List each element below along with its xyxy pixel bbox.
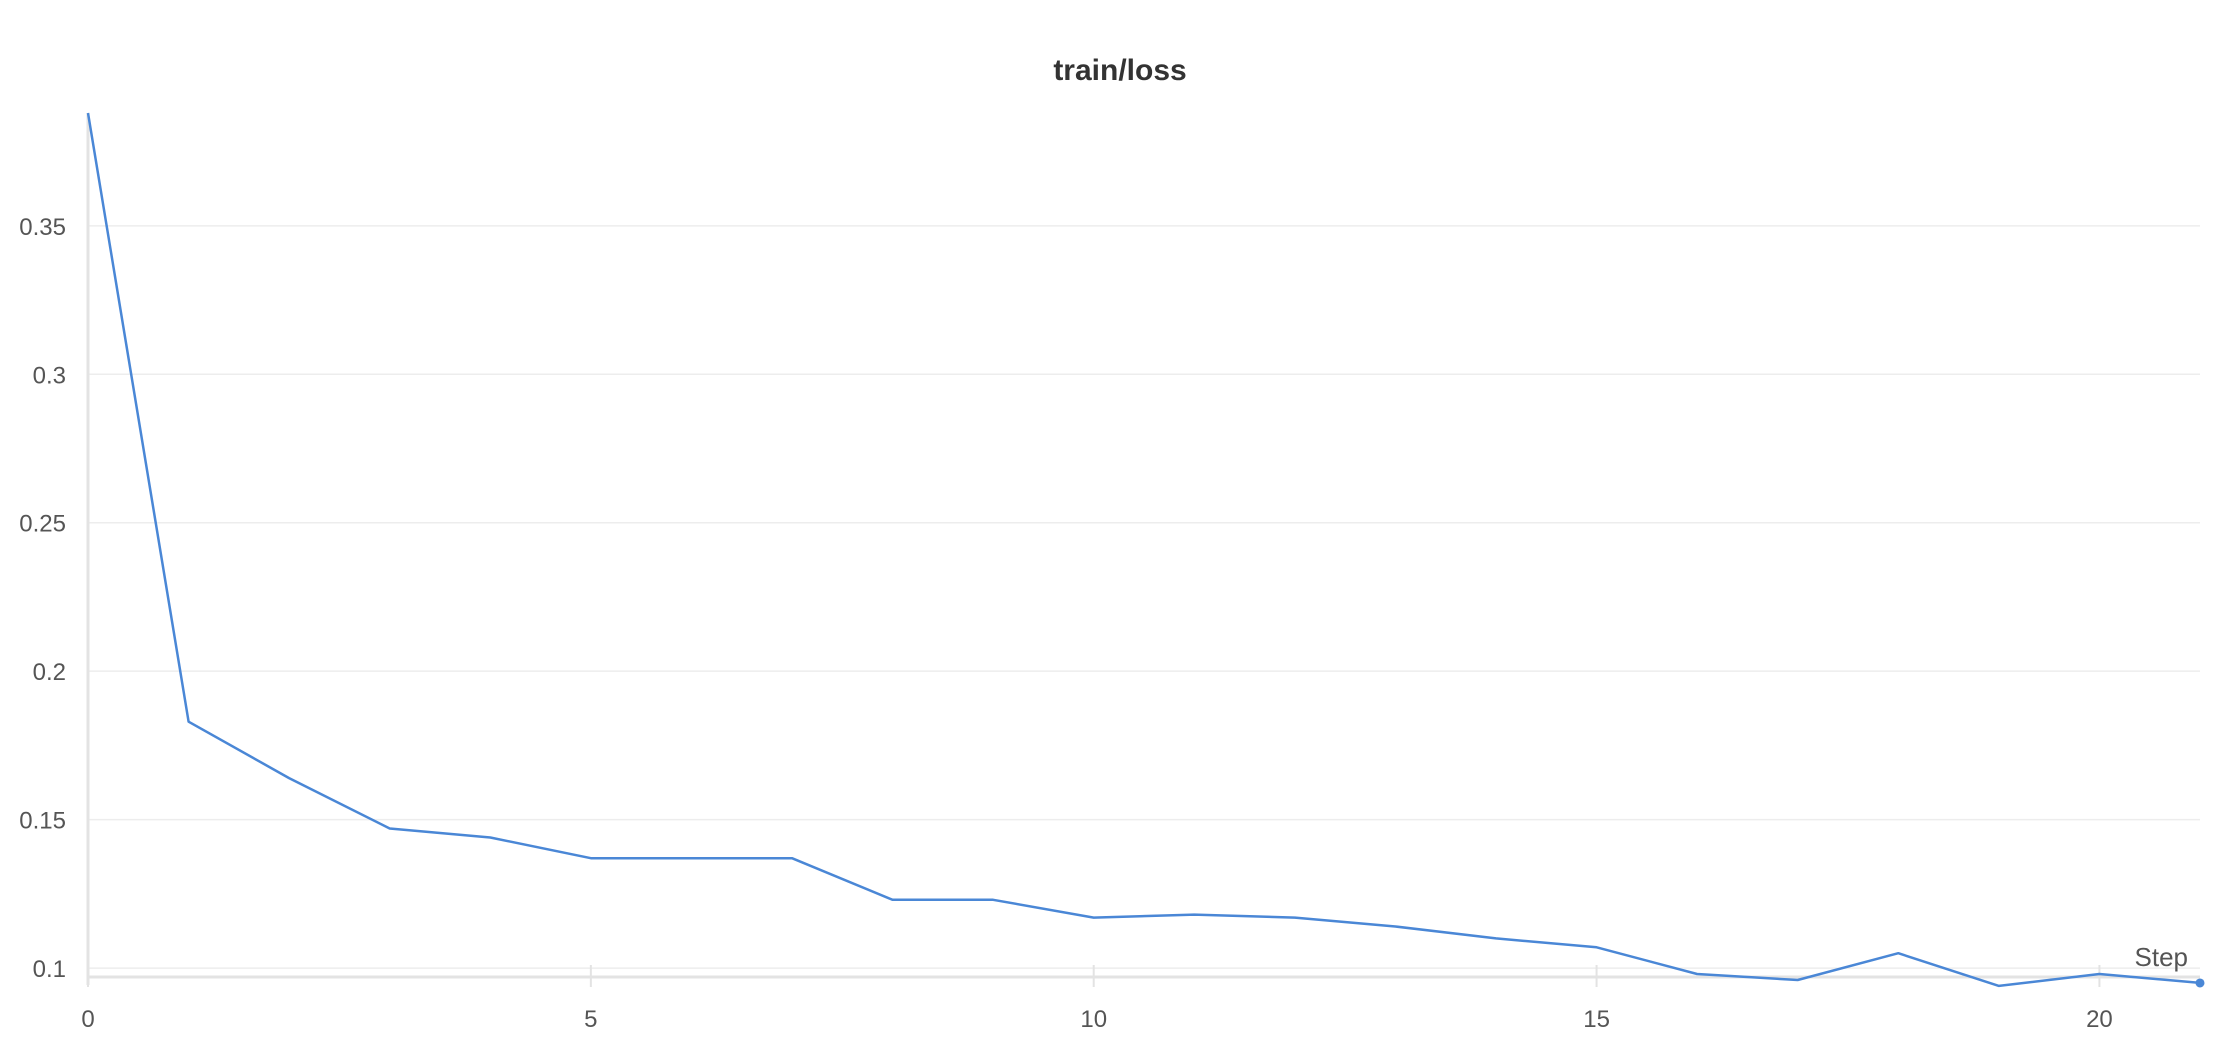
data-point	[1191, 912, 1197, 918]
y-tick-label: 0.3	[33, 362, 66, 389]
y-tick-label: 0.1	[33, 956, 66, 983]
data-point	[890, 897, 896, 903]
x-axis-label: Step	[2135, 942, 2189, 972]
data-point	[1795, 977, 1801, 983]
data-point	[85, 110, 91, 116]
gridlines	[88, 225, 2200, 969]
x-tick-label: 15	[1583, 1006, 1610, 1033]
data-point	[186, 719, 192, 725]
data-point	[1392, 924, 1398, 930]
y-tick-label: 0.15	[19, 808, 66, 835]
data-point	[1091, 915, 1097, 921]
data-point	[1694, 971, 1700, 977]
y-tick-label: 0.25	[19, 511, 66, 538]
series-layer	[85, 110, 2205, 989]
y-axis-ticks: 0.1 0.15 0.2 0.25 0.3 0.35	[19, 214, 66, 983]
y-tick-label: 0.2	[33, 659, 66, 686]
series-line	[86, 112, 2201, 988]
x-axis-ticks: 0 5 10 15 20	[81, 965, 2113, 1033]
x-tick-label: 10	[1080, 1006, 1107, 1033]
data-point	[387, 826, 393, 832]
data-point	[1594, 944, 1600, 950]
data-point	[2195, 978, 2205, 988]
x-tick-label: 0	[81, 1006, 94, 1033]
data-point	[286, 775, 292, 781]
y-tick-label: 0.35	[19, 214, 66, 241]
data-point	[1895, 950, 1901, 956]
chart-title: train/loss	[1053, 54, 1186, 87]
data-point	[1292, 915, 1298, 921]
x-tick-label: 5	[584, 1006, 597, 1033]
data-point	[2096, 971, 2102, 977]
x-tick-label: 20	[2086, 1006, 2113, 1033]
data-point	[990, 897, 996, 903]
data-point	[588, 855, 594, 861]
data-point	[487, 834, 493, 840]
axes	[86, 113, 2200, 985]
data-point	[1996, 983, 2002, 989]
data-point	[789, 855, 795, 861]
data-point	[688, 855, 694, 861]
data-point	[1493, 935, 1499, 941]
